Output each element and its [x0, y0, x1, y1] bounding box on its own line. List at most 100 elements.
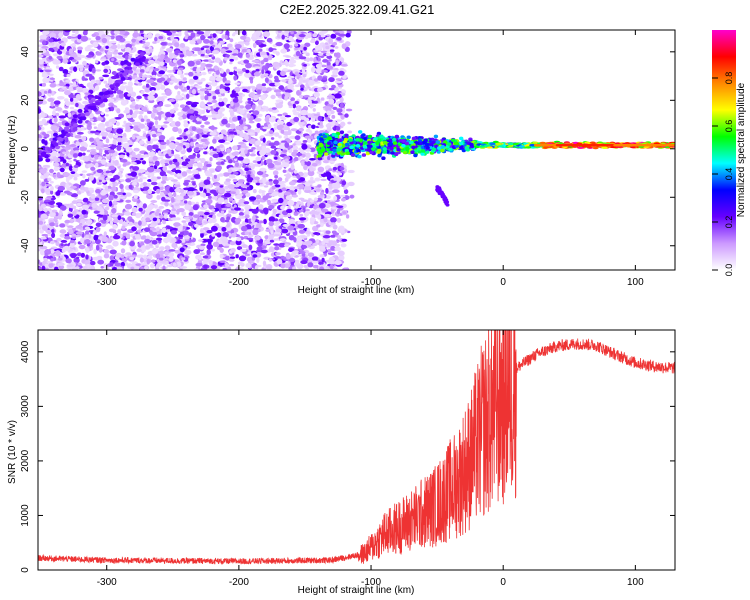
spectrogram-cell: [200, 101, 205, 107]
spectrogram-cell: [174, 188, 181, 193]
spectrogram-cell: [268, 221, 274, 227]
spectrogram-cell: [202, 45, 210, 49]
spectrogram-cell: [112, 200, 118, 206]
spectrogram-cell: [255, 33, 260, 38]
spectrogram-cell: [230, 123, 236, 130]
spectrogram-cell: [140, 90, 145, 95]
spectrogram-cell: [200, 229, 204, 234]
spectrogram-cell: [251, 179, 258, 183]
spectrogram-cell: [156, 208, 160, 213]
spectrogram-cell: [201, 71, 207, 76]
spectrogram-cell: [159, 192, 165, 197]
spectrogram-cell: [69, 101, 75, 105]
spectrogram-cell: [328, 240, 335, 243]
spectrogram-cell: [108, 194, 114, 201]
spectrogram-cell: [40, 236, 47, 240]
spectrogram-cell: [98, 156, 103, 160]
spectrogram-cell: [270, 150, 277, 155]
spectrogram-cell: [183, 235, 190, 240]
spectrogram-cell: [215, 203, 223, 209]
spectrogram-cell: [231, 33, 236, 37]
spectrogram-cell: [53, 155, 57, 162]
spectrogram-cell: [69, 144, 77, 147]
spectrogram-cell: [72, 236, 77, 239]
spectrogram-cell: [58, 66, 64, 72]
spectrogram-cell: [53, 162, 60, 168]
spectrogram-cell: [261, 86, 267, 92]
spectrogram-cell: [169, 143, 176, 150]
spectrogram-cell: [280, 48, 288, 54]
spectrogram-cell: [205, 184, 212, 189]
spectrogram-cell: [232, 178, 238, 183]
spectrogram-cell: [210, 125, 215, 131]
spectrogram-cell: [255, 68, 260, 72]
spectrogram-cell: [123, 211, 131, 216]
spectrogram-cell: [150, 112, 156, 119]
spectrogram-cell: [239, 105, 244, 109]
spectrogram-cell: [281, 34, 285, 40]
spectrogram-cell: [207, 36, 213, 39]
spectrogram-cell: [325, 52, 331, 57]
spectrogram-cell: [135, 263, 141, 267]
spectrogram-cell: [298, 197, 305, 200]
spectrogram-cell: [130, 171, 137, 177]
spectrogram-cell: [109, 220, 114, 226]
spectrogram-cell: [113, 194, 118, 199]
spectrogram-cell: [186, 169, 192, 174]
spectrogram-cell: [293, 170, 298, 174]
spectrogram-cell: [331, 230, 337, 234]
spectrogram-cell: [219, 40, 226, 44]
spectrogram-cell: [296, 200, 302, 205]
spectrogram-cell: [248, 260, 255, 264]
spectrogram-cell: [334, 246, 342, 252]
spectrogram-cell: [288, 78, 293, 84]
spectrogram-cell: [244, 214, 250, 219]
spectrogram-cell: [105, 170, 111, 174]
spectrogram-cell: [44, 133, 50, 138]
spectrogram-cell: [200, 124, 205, 128]
spectrogram-cell: [261, 155, 266, 160]
spectrogram-cell: [325, 187, 329, 194]
spectrogram-cell: [277, 113, 283, 117]
spectrogram-cell: [94, 85, 100, 91]
spectrogram-cell: [287, 83, 293, 90]
spectrogram-cell: [336, 208, 341, 215]
spectrogram-cell: [104, 186, 109, 191]
spectrogram-cell: [142, 181, 148, 187]
spectrogram-cell: [212, 241, 220, 247]
spectrogram-cell: [320, 191, 324, 196]
spectrogram-cell: [317, 115, 323, 121]
spectrogram-cell: [280, 205, 285, 210]
spectrogram-cell: [139, 73, 143, 78]
spectrogram-cell: [116, 128, 124, 135]
spectrogram-cell: [119, 196, 126, 199]
spectrogram-cell: [96, 140, 104, 147]
spectrogram-cell: [267, 162, 275, 169]
spectrogram-cell: [111, 156, 116, 160]
spectrogram-cell: [164, 251, 169, 256]
spectrogram-cell: [112, 219, 119, 223]
spectrogram-cell: [242, 244, 248, 248]
spectrogram-cell: [84, 226, 91, 230]
spectrogram-cell: [120, 44, 125, 50]
spectrogram-cell: [72, 47, 77, 51]
spectrogram-cell: [198, 254, 202, 261]
spectrogram-cell: [56, 55, 63, 60]
spectrogram-cell: [278, 214, 284, 219]
spectrogram-cell: [336, 119, 342, 122]
spectrogram-cell: [275, 42, 283, 47]
spectrogram-cell: [171, 242, 177, 248]
spectrogram-cell: [141, 106, 148, 112]
spectrogram-cell: [82, 155, 90, 162]
spectrogram-cell: [255, 194, 262, 200]
spectrogram-cell: [264, 133, 271, 137]
spectrogram-cell: [105, 138, 110, 144]
spectrogram-cell: [70, 171, 76, 175]
spectrogram-cell: [227, 43, 233, 48]
spectrogram-cell: [170, 230, 178, 235]
spectrogram-cell: [274, 256, 282, 259]
chart-title: C2E2.2025.322.09.41.G21: [280, 2, 435, 17]
spectrogram-cell: [217, 266, 221, 269]
spectrogram-cell: [82, 266, 88, 270]
spectrogram-cell: [181, 93, 185, 96]
